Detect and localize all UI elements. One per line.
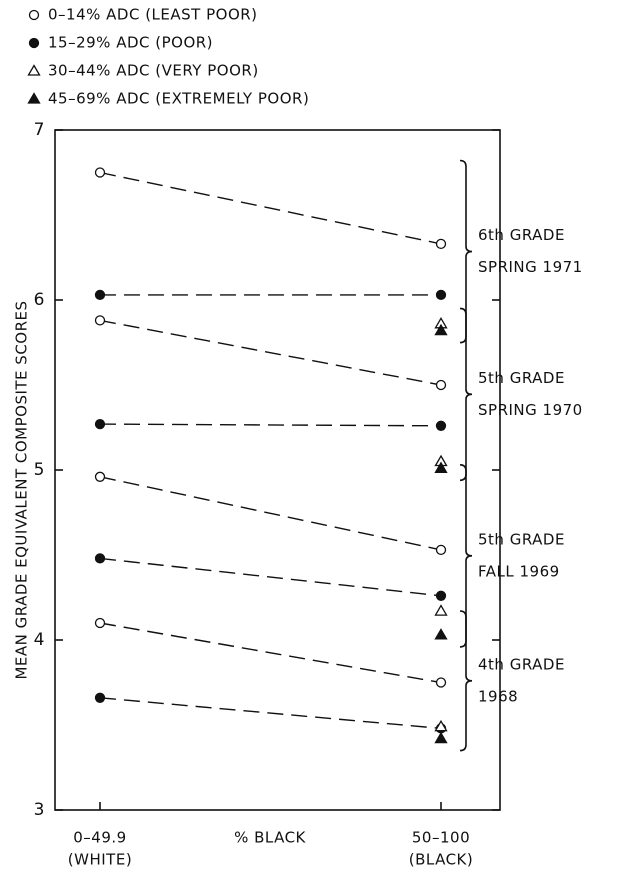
point — [435, 420, 447, 431]
point — [434, 323, 448, 336]
grade-label: SPRING 1971 — [478, 258, 583, 276]
grade-label: 1968 — [478, 687, 518, 705]
point — [94, 553, 106, 564]
legend-marker — [27, 92, 41, 104]
point — [435, 379, 447, 391]
grade-label: 5th GRADE — [478, 530, 565, 548]
series-line — [99, 171, 442, 245]
x-tick-label: 0–49.9 — [73, 829, 126, 847]
plot-frame — [54, 129, 501, 811]
grade-label: SPRING 1970 — [478, 401, 583, 419]
x-axis-label: % BLACK — [234, 829, 306, 847]
point — [434, 719, 448, 732]
legend-label: 0–14% ADC (LEAST POOR) — [48, 6, 258, 24]
series-line — [99, 697, 442, 730]
point — [434, 731, 448, 744]
x-tick-label: 50–100 — [412, 829, 470, 847]
series-line — [99, 319, 442, 386]
y-axis-label: MEAN GRADE EQUIVALENT COMPOSITE SCORES — [13, 300, 31, 679]
point — [435, 544, 447, 556]
point — [94, 418, 106, 430]
point — [94, 692, 106, 703]
y-tick-label: 7 — [34, 120, 45, 140]
legend-marker — [28, 37, 40, 49]
point — [94, 167, 106, 178]
point — [435, 590, 447, 601]
x-tick-sublabel: (BLACK) — [409, 851, 474, 869]
point — [94, 315, 106, 326]
point — [94, 617, 106, 629]
grade-bracket — [459, 464, 473, 648]
point — [434, 628, 448, 640]
series-line — [99, 622, 442, 684]
y-tick-label: 4 — [34, 630, 45, 650]
y-tick-label: 5 — [34, 460, 45, 480]
legend-label: 15–29% ADC (POOR) — [48, 34, 213, 52]
grade-label: FALL 1969 — [478, 562, 560, 580]
point — [434, 604, 448, 616]
grade-bracket — [459, 159, 473, 344]
legend-marker — [28, 9, 40, 21]
grade-label: 5th GRADE — [478, 369, 565, 387]
point — [94, 471, 106, 482]
series-line — [99, 557, 442, 597]
series-line — [99, 423, 442, 427]
legend-label: 30–44% ADC (VERY POOR) — [48, 62, 259, 80]
legend-marker — [27, 64, 41, 76]
y-tick-label: 6 — [34, 290, 45, 310]
grade-label: 4th GRADE — [478, 655, 565, 673]
point — [434, 461, 448, 473]
y-tick-label: 3 — [34, 800, 45, 820]
grade-label: 6th GRADE — [478, 226, 565, 244]
point — [94, 289, 106, 301]
point — [435, 289, 447, 301]
point — [435, 677, 447, 688]
legend-label: 45–69% ADC (EXTREMELY POOR) — [48, 90, 309, 108]
x-tick-sublabel: (WHITE) — [68, 851, 132, 869]
series-line — [99, 476, 442, 551]
point — [435, 238, 447, 250]
